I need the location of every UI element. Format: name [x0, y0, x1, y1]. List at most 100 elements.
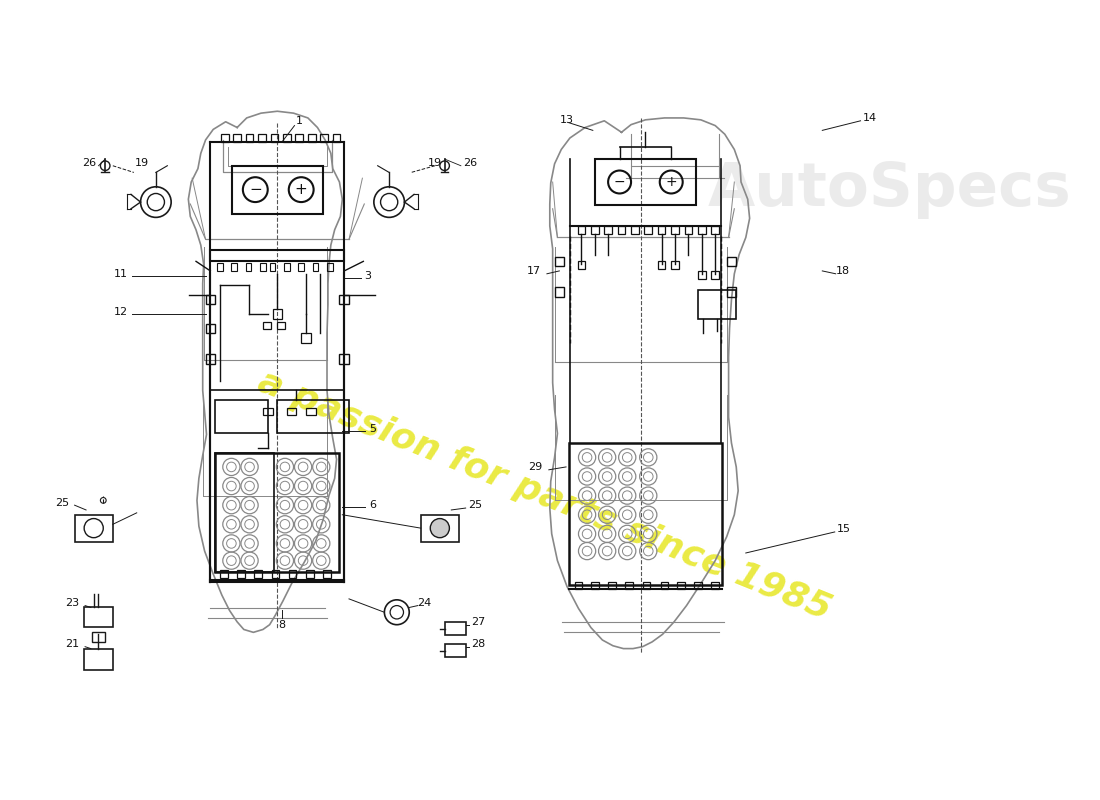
Bar [287, 408, 296, 415]
Bar [444, 622, 465, 635]
Bar [260, 263, 266, 271]
Bar [671, 226, 679, 234]
Bar [277, 400, 349, 434]
Bar [231, 263, 238, 271]
Bar [91, 632, 106, 642]
Text: −: − [249, 182, 262, 197]
Bar [312, 263, 318, 271]
Bar [233, 134, 241, 142]
Bar [712, 271, 719, 278]
Bar [569, 443, 722, 585]
Bar [298, 263, 304, 271]
Bar [320, 134, 328, 142]
Bar [578, 262, 585, 269]
Bar [217, 263, 223, 271]
Text: 3: 3 [364, 270, 372, 281]
Bar [658, 226, 666, 234]
Bar [238, 570, 245, 578]
Bar [263, 322, 271, 330]
Text: 6: 6 [370, 500, 376, 510]
Bar [206, 295, 216, 304]
Text: a passion for parts since 1985: a passion for parts since 1985 [253, 365, 836, 626]
Bar [245, 134, 253, 142]
Bar [671, 262, 679, 269]
Bar [591, 582, 598, 590]
Bar [727, 257, 736, 266]
Bar [578, 226, 585, 234]
Bar [698, 226, 705, 234]
Bar [306, 408, 316, 415]
Bar [604, 226, 612, 234]
Bar [323, 570, 331, 578]
Text: 26: 26 [463, 158, 477, 168]
Bar [658, 262, 666, 269]
Bar [625, 582, 632, 590]
Bar [216, 400, 267, 434]
Bar [245, 263, 252, 271]
Bar [284, 263, 289, 271]
Bar [84, 607, 113, 626]
Bar [258, 134, 266, 142]
Bar [283, 134, 290, 142]
Bar [271, 134, 278, 142]
Bar [595, 159, 696, 205]
Bar [684, 226, 692, 234]
Text: 27: 27 [471, 617, 485, 627]
Circle shape [430, 518, 450, 538]
Text: +: + [295, 182, 308, 197]
Bar [277, 322, 285, 330]
Bar [340, 295, 349, 304]
Text: −: − [614, 175, 626, 189]
Text: 25: 25 [55, 498, 69, 508]
Bar [308, 134, 316, 142]
Text: 19: 19 [134, 158, 148, 168]
Bar [220, 570, 228, 578]
Text: 18: 18 [836, 266, 850, 276]
Text: 11: 11 [113, 269, 128, 278]
Bar [216, 453, 274, 572]
Bar [608, 582, 616, 590]
Text: 19: 19 [428, 158, 442, 168]
Bar [296, 134, 304, 142]
Bar [206, 323, 216, 333]
Text: 14: 14 [864, 113, 877, 123]
Bar [698, 290, 736, 318]
Bar [332, 134, 340, 142]
Bar [676, 582, 684, 590]
Text: 8: 8 [278, 620, 286, 630]
Bar [263, 408, 273, 415]
Bar [272, 570, 279, 578]
Bar [618, 226, 625, 234]
Bar [216, 453, 340, 572]
Bar [661, 582, 669, 590]
Bar [698, 271, 705, 278]
Text: 28: 28 [471, 639, 485, 649]
Text: 21: 21 [65, 639, 79, 649]
Text: +: + [666, 175, 676, 189]
Bar [444, 644, 465, 658]
Bar [206, 354, 216, 364]
Bar [254, 570, 262, 578]
Text: AutoSpecs: AutoSpecs [707, 160, 1071, 219]
Text: 13: 13 [560, 115, 574, 125]
Bar [631, 226, 639, 234]
Bar [554, 287, 564, 297]
Bar [84, 649, 113, 670]
Bar [645, 226, 652, 234]
Bar [420, 514, 459, 542]
Bar [554, 257, 564, 266]
Bar [712, 226, 719, 234]
Text: 1: 1 [296, 116, 303, 126]
Bar [306, 570, 313, 578]
Text: 24: 24 [417, 598, 431, 608]
Bar [591, 226, 598, 234]
Bar [327, 263, 332, 271]
Bar [574, 582, 582, 590]
Text: 5: 5 [370, 424, 376, 434]
Text: 17: 17 [527, 266, 540, 276]
Bar [642, 582, 650, 590]
Bar [694, 582, 702, 590]
Bar [270, 263, 275, 271]
Bar [273, 309, 282, 318]
Bar [289, 570, 296, 578]
